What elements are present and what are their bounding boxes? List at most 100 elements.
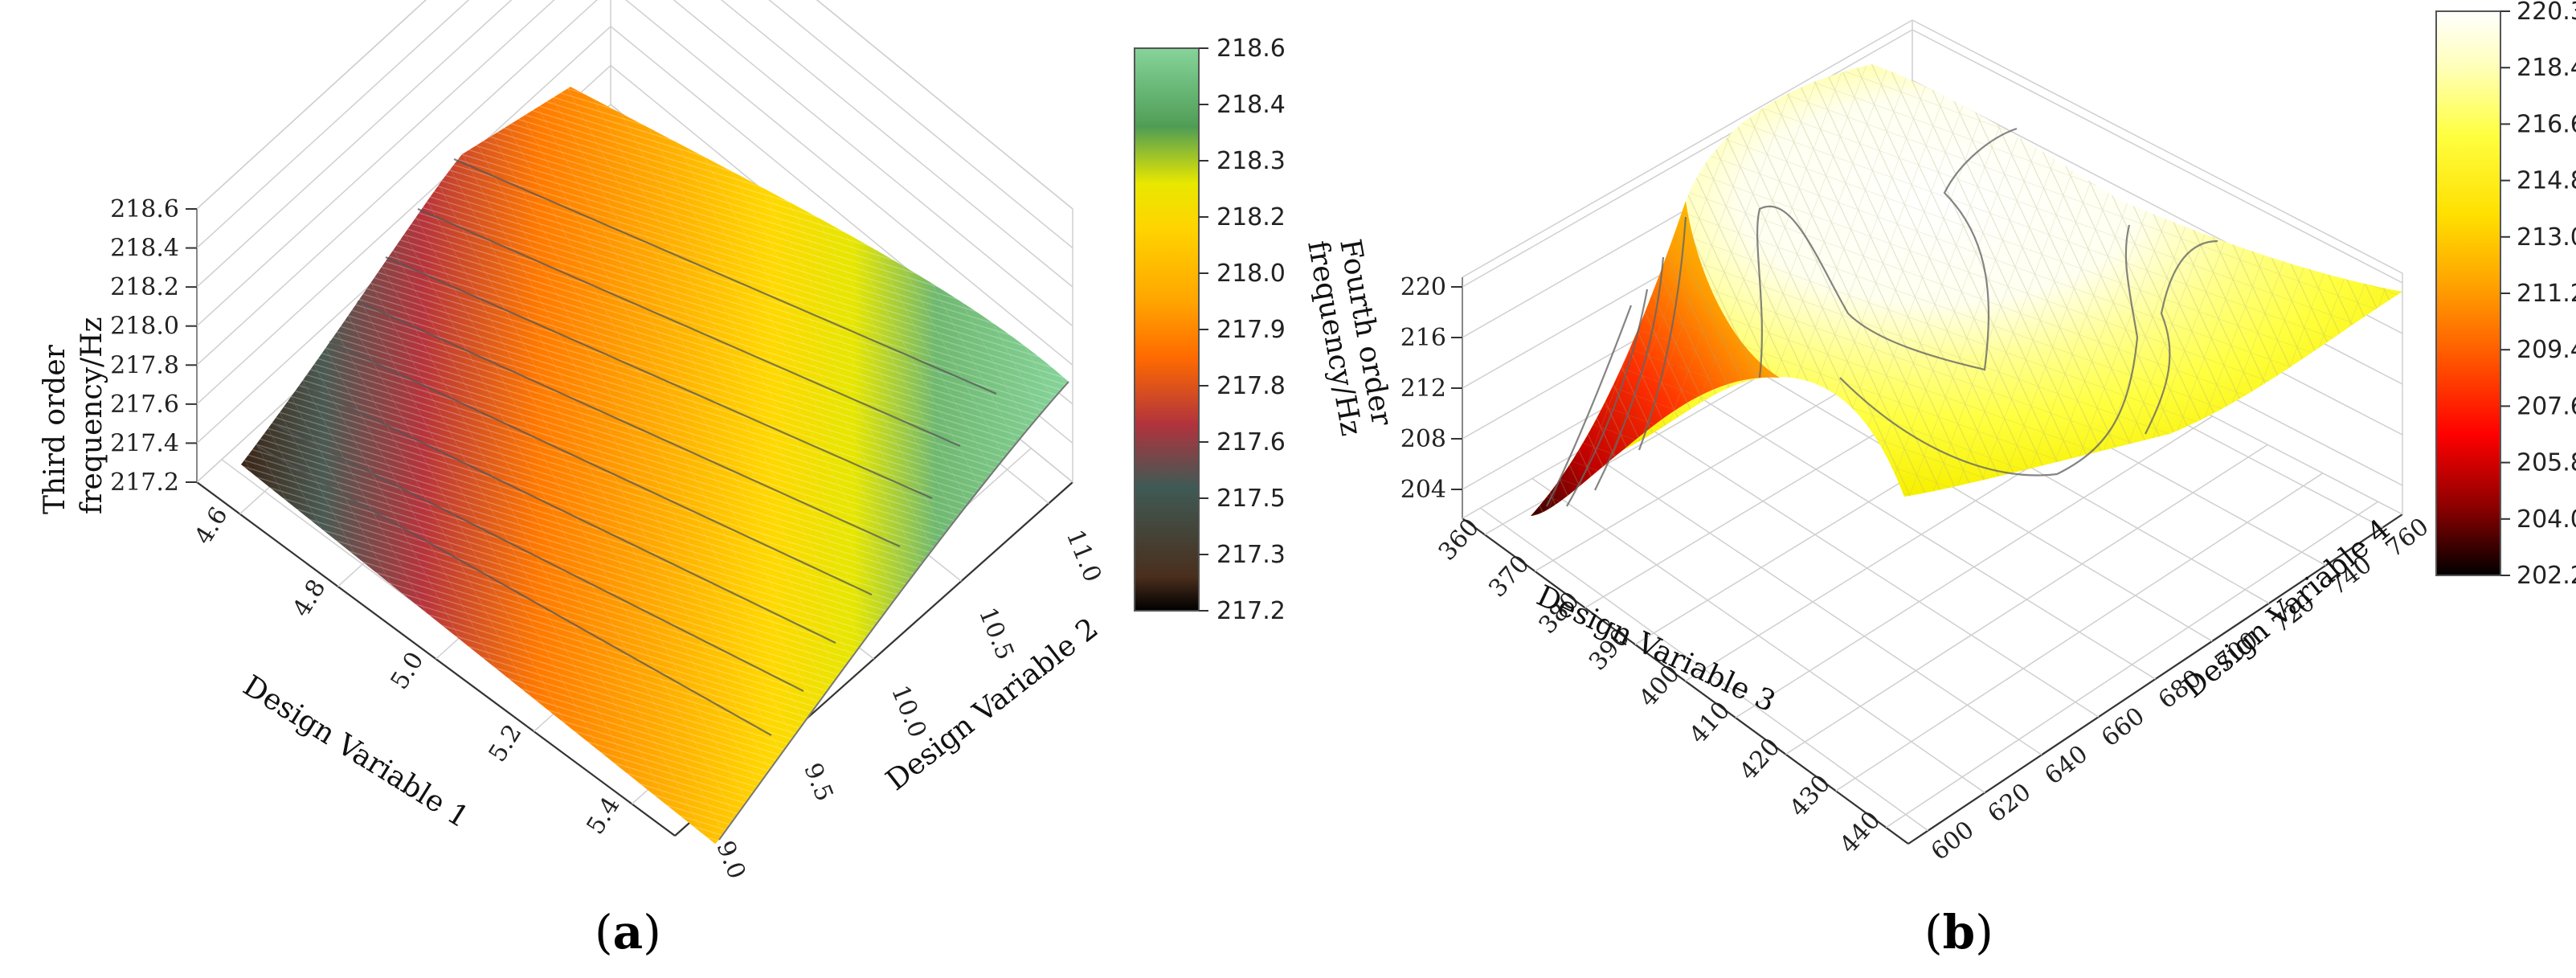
- panel-a-colorbar: 217.2 217.3 217.5 217.6 217.8 217.9 218.0 218.2…: [1134, 35, 1286, 625]
- panel-b-colorbar-ticks: 202.2 204.0 205.8 207.6 209.4 211.2 213.0 214.8…: [2500, 0, 2576, 590]
- panel-a-wall-gridline: [196, 0, 598, 366]
- panel-b-x-tick-label: 360: [1433, 514, 1485, 567]
- panel-b-floor-gridline-y: [1479, 507, 1929, 832]
- panel-b-y-tick-label: 600: [1926, 816, 1980, 866]
- panel-b-letter: b: [1943, 905, 1976, 960]
- panel-a-wall-gridline: [816, 0, 1073, 210]
- panel-a-label: (a): [595, 905, 661, 960]
- panel-a-colorbar-tick-label: 217.3: [1216, 541, 1286, 569]
- panel-a-wall-gridline: [720, 0, 1073, 288]
- panel-b-colorbar-tick-label: 220.3: [2517, 0, 2576, 26]
- panel-b-z-tick-label: 208: [1400, 425, 1446, 453]
- panel-b-colorbar-tick-label: 216.6: [2517, 110, 2576, 138]
- panel-a-colorbar-tick-label: 218.2: [1216, 203, 1286, 231]
- panel-b-floor-gridline-y: [1531, 477, 1985, 794]
- panel-a-colorbar-tick-label: 218.3: [1216, 147, 1286, 175]
- panel-b-x-tick-label: 370: [1483, 550, 1535, 603]
- panel-b-colorbar-tick-label: 202.2: [2517, 562, 2576, 590]
- panel-b-colorbar-bar: [2435, 10, 2501, 576]
- panel-b-contour-lines: [1546, 127, 2218, 507]
- panel-b-colorbar-tick-label: 205.8: [2517, 449, 2576, 477]
- panel-a-contour-lines: [256, 158, 997, 736]
- panel-b-x-tick-label: 440: [1834, 806, 1886, 859]
- panel-a-x-tick-label: 4.6: [190, 502, 234, 550]
- panel-b-colorbar-tick-label: 204.0: [2517, 505, 2576, 534]
- panel-b-label: (b): [1924, 905, 1993, 960]
- panel-a-zlabel-line1: Third order: [39, 344, 72, 514]
- panel-b-wall-gridline: [1462, 29, 1913, 288]
- panel-a-z-tick-label: 218.2: [110, 273, 179, 301]
- panel-a-z-tick-label: 217.6: [110, 391, 179, 419]
- panel-a-y-tick-label: 11.0: [1061, 526, 1106, 586]
- panel-a-colorbar-tick-label: 217.8: [1216, 372, 1286, 400]
- panel-a-wall-gridline: [196, 0, 513, 288]
- panel-a-y-tick-label: 10.5: [973, 604, 1019, 664]
- panel-b-z-tick-label: 204: [1400, 476, 1446, 504]
- panel-a-colorbar-tick-label: 217.2: [1216, 597, 1286, 625]
- panel-a-letter: a: [613, 905, 644, 960]
- panel-a-x-tick-label: 5.2: [484, 719, 528, 767]
- panel-a-surface-edge: [718, 381, 1069, 841]
- panel-a-z-tick-label: 217.2: [110, 469, 179, 497]
- panel-b-floor-gridline-y: [1739, 359, 2213, 642]
- panel-b-wall-gridline: [1912, 29, 2403, 284]
- panel-a-surface-mesh: [241, 87, 1069, 844]
- panel-b-ylabel: Design Variable 4: [2177, 513, 2396, 705]
- panel-a-colorbar-tick-label: 218.4: [1216, 91, 1286, 119]
- panel-a-wall-gridline: [196, 0, 427, 210]
- panel-a-x-tick-label: 5.0: [386, 647, 430, 694]
- panel-a-y-tick-label: 10.0: [885, 681, 931, 742]
- panel-a-wall-gridline: [625, 0, 1073, 366]
- panel-a-wall-gridline: [673, 0, 1073, 327]
- panel-a-y-tick-label: 9.5: [798, 759, 838, 805]
- panel-a-z-tick-label: 217.8: [110, 351, 179, 379]
- panel-b-z-tick-label: 212: [1400, 374, 1446, 403]
- panel-b-colorbar-tick-label: 211.2: [2517, 280, 2576, 308]
- panel-a-colorbar-tick-label: 218.0: [1216, 260, 1286, 288]
- panel-b: 2042082122162203603703803904004104204304…: [1301, 0, 2576, 960]
- panel-b-box-top-edge: [1912, 19, 2403, 274]
- panel-b-surface-mesh: [1531, 64, 2402, 516]
- panel-a: 217.2 217.4 217.6 217.8 218.0 218.2 218.4 218.6…: [39, 0, 1286, 960]
- panel-a-x-tick-label: 4.8: [288, 575, 332, 622]
- panel-b-x-tick-label: 420: [1734, 733, 1785, 786]
- panel-a-y-tick-label: 9.0: [710, 837, 750, 882]
- panel-a-wall-gridline: [196, 0, 555, 327]
- panel-b-floor-gridline-y: [1583, 448, 2042, 755]
- panel-a-colorbar-ticks: 217.2 217.3 217.5 217.6 217.8 217.9 218.0 218.2…: [1199, 35, 1286, 625]
- panel-b-z-tick-label: 220: [1400, 273, 1446, 301]
- panel-a-wall-gridline: [196, 26, 611, 405]
- panel-b-colorbar-tick-label: 213.0: [2517, 223, 2576, 252]
- panel-b-y-tick-label: 640: [2039, 740, 2093, 791]
- panel-b-box-top-edge: [1462, 19, 1913, 278]
- panel-b-surface: [1531, 64, 2402, 516]
- panel-a-x-tick-label: 5.4: [582, 792, 626, 840]
- panel-b-colorbar-tick-label: 214.8: [2517, 167, 2576, 195]
- panel-a-colorbar-bar: [1134, 47, 1200, 612]
- panel-a-colorbar-tick-label: 218.6: [1216, 35, 1286, 63]
- panel-b-y-tick-label: 620: [1983, 778, 2037, 829]
- panel-b-x-tick-label: 410: [1684, 696, 1736, 749]
- panel-a-colorbar-tick-label: 217.6: [1216, 428, 1286, 456]
- panel-a-z-tick-label: 218.0: [110, 313, 179, 341]
- panel-a-wall-gridline: [768, 0, 1073, 249]
- panel-b-z-tick-label: 216: [1400, 324, 1446, 352]
- panel-b-colorbar-tick-label: 209.4: [2517, 336, 2576, 364]
- panel-a-z-tick-label: 217.4: [110, 429, 179, 457]
- panel-b-x-tick-label: 430: [1785, 770, 1836, 823]
- panel-a-colorbar-tick-label: 217.5: [1216, 485, 1286, 513]
- panel-b-y-tick-label: 660: [2096, 702, 2150, 753]
- panel-b-colorbar-tick-label: 207.6: [2517, 392, 2576, 420]
- panel-b-colorbar: 202.2 204.0 205.8 207.6 209.4 211.2 213.0 214.8…: [2435, 0, 2576, 590]
- panel-a-xlabel: Design Variable 1: [237, 669, 474, 835]
- panel-a-wall-gridline: [196, 0, 470, 249]
- panel-a-surface: [241, 87, 1069, 844]
- panel-b-floor-gridline-y: [1635, 419, 2100, 718]
- panel-a-zlabel-line2: frequency/Hz: [76, 317, 108, 514]
- panel-a-colorbar-tick-label: 217.9: [1216, 316, 1286, 344]
- panel-a-z-tick-label: 218.6: [110, 195, 179, 223]
- panel-b-floor-gridline-y: [1687, 389, 2156, 680]
- panel-a-z-tick-label: 218.4: [110, 235, 179, 263]
- panel-b-colorbar-tick-label: 218.4: [2517, 54, 2576, 82]
